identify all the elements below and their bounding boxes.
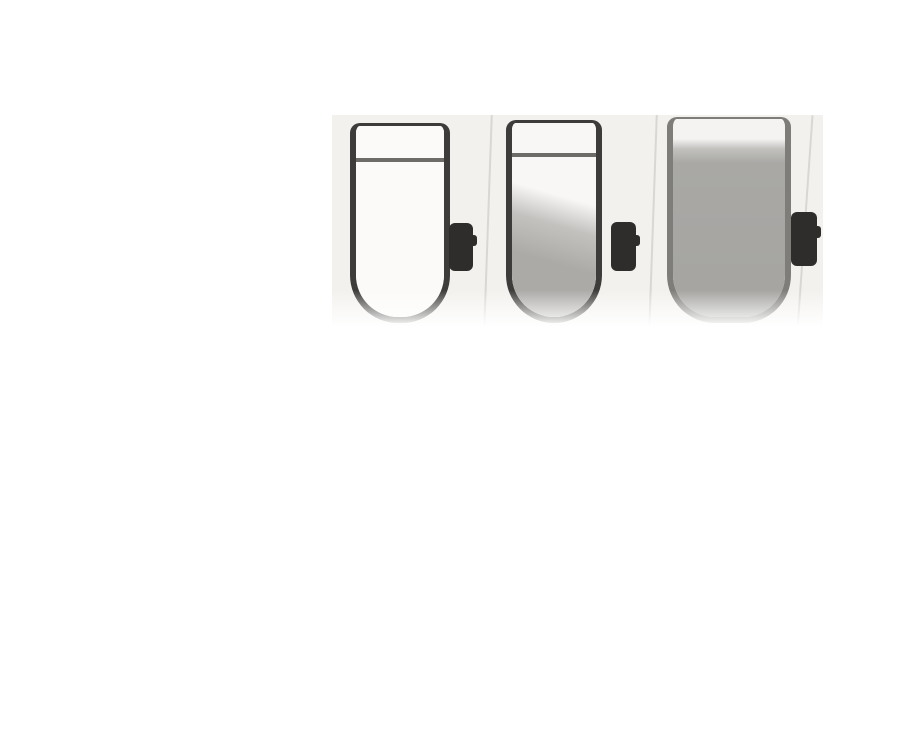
- tube-clamp-clip: [611, 222, 640, 271]
- water-meniscus-line: [512, 153, 596, 157]
- test-tube-photo-strip: [332, 115, 823, 332]
- water-meniscus-line: [356, 158, 444, 162]
- test-tube-water: [350, 123, 450, 323]
- tube-clamp-clip: [449, 223, 477, 271]
- test-tube-water-ice: [506, 120, 602, 323]
- ice-content: [673, 119, 785, 317]
- water-content: [356, 126, 444, 317]
- tube-clamp-clip: [791, 212, 821, 266]
- test-tube-ice: [667, 117, 791, 323]
